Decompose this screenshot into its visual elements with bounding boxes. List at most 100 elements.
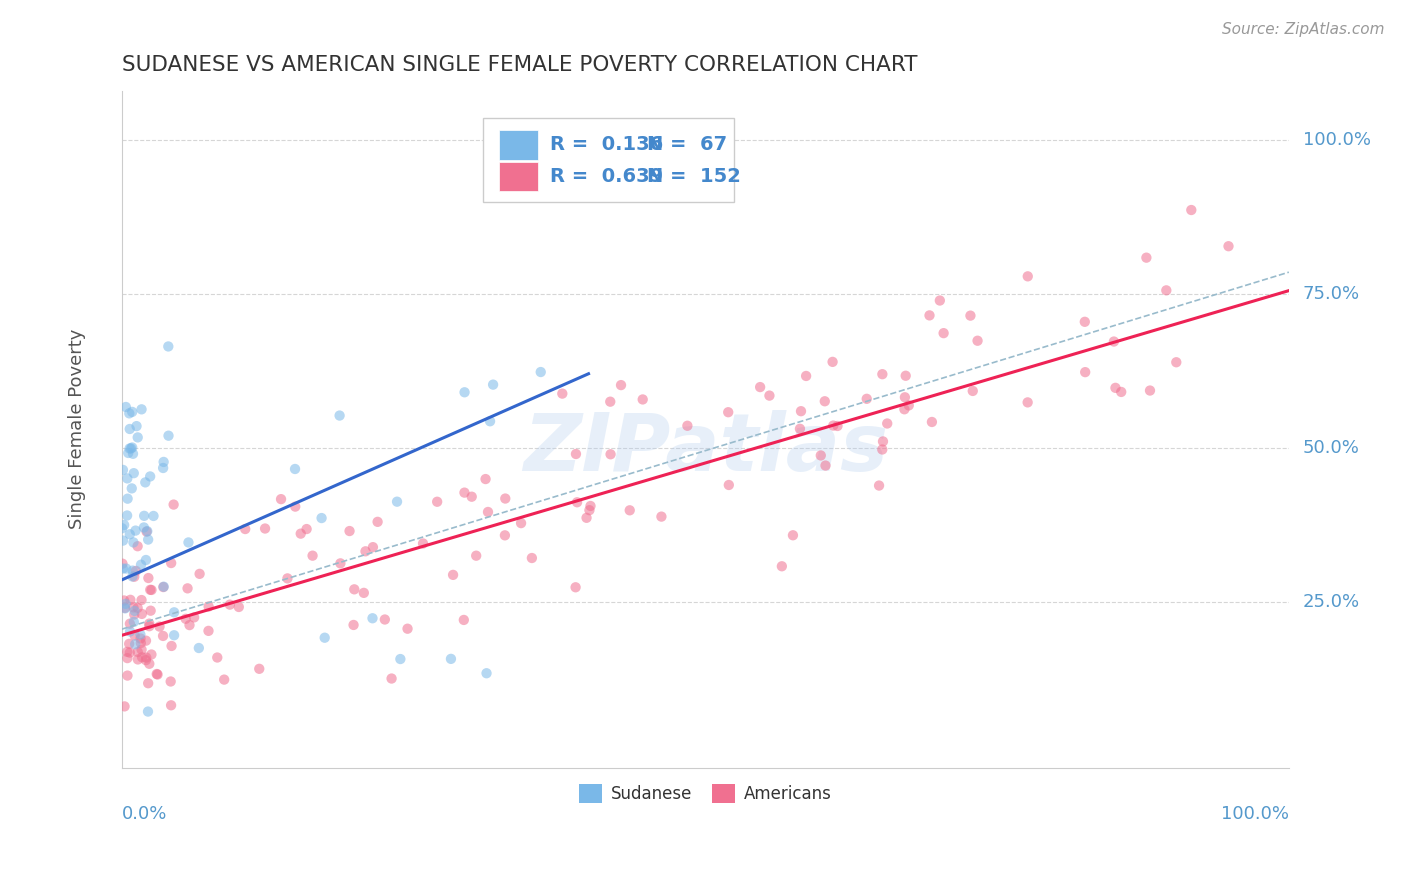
Point bbox=[893, 402, 915, 417]
Point bbox=[152, 455, 174, 469]
Point bbox=[1135, 251, 1157, 265]
Text: R =  0.639: R = 0.639 bbox=[550, 167, 664, 186]
Point bbox=[138, 571, 160, 585]
Point bbox=[179, 618, 201, 632]
Text: 50.0%: 50.0% bbox=[1303, 439, 1360, 457]
Point bbox=[131, 607, 153, 621]
Point bbox=[565, 447, 588, 461]
Point bbox=[782, 528, 804, 542]
Point bbox=[139, 469, 162, 483]
Point bbox=[1218, 239, 1240, 253]
Point bbox=[894, 368, 917, 383]
Point bbox=[564, 580, 586, 594]
Point bbox=[134, 508, 156, 523]
Point bbox=[131, 593, 153, 607]
Point bbox=[121, 569, 143, 583]
Point bbox=[619, 503, 641, 517]
Point bbox=[475, 666, 498, 681]
Point bbox=[122, 600, 145, 615]
Point bbox=[233, 522, 256, 536]
Point bbox=[148, 619, 170, 633]
Point bbox=[814, 458, 837, 473]
Text: 100.0%: 100.0% bbox=[1220, 805, 1289, 823]
Text: Source: ZipAtlas.com: Source: ZipAtlas.com bbox=[1222, 22, 1385, 37]
Point bbox=[111, 561, 134, 575]
Point bbox=[118, 442, 141, 456]
Point bbox=[118, 406, 141, 420]
Point bbox=[749, 380, 772, 394]
Point bbox=[125, 419, 148, 434]
Point bbox=[142, 508, 165, 523]
Point bbox=[770, 559, 793, 574]
Point bbox=[188, 566, 211, 581]
Point bbox=[465, 549, 488, 563]
Point bbox=[163, 605, 186, 619]
Point bbox=[1109, 384, 1132, 399]
Point bbox=[474, 472, 496, 486]
Point bbox=[115, 561, 138, 575]
Point bbox=[120, 592, 142, 607]
Point bbox=[453, 385, 475, 400]
Point bbox=[120, 442, 142, 456]
Point bbox=[174, 612, 197, 626]
Point bbox=[565, 495, 588, 509]
Point bbox=[254, 522, 277, 536]
Point bbox=[135, 650, 157, 665]
Point bbox=[152, 580, 174, 594]
Point bbox=[966, 334, 988, 348]
Point bbox=[183, 610, 205, 624]
Point bbox=[159, 674, 181, 689]
Point bbox=[530, 365, 553, 379]
Point bbox=[494, 528, 516, 542]
Point bbox=[578, 503, 600, 517]
Point bbox=[212, 673, 235, 687]
Point bbox=[122, 607, 145, 622]
Point bbox=[131, 642, 153, 657]
Point bbox=[132, 520, 155, 534]
Point bbox=[311, 511, 333, 525]
Point bbox=[145, 667, 167, 681]
Point bbox=[118, 616, 141, 631]
Point bbox=[284, 500, 307, 514]
Point bbox=[136, 533, 159, 547]
Point bbox=[1102, 334, 1125, 349]
Point bbox=[1180, 202, 1202, 217]
Point bbox=[114, 600, 136, 615]
Point bbox=[121, 564, 143, 578]
Point bbox=[758, 389, 780, 403]
Point bbox=[676, 418, 699, 433]
Point bbox=[162, 498, 184, 512]
Point bbox=[717, 478, 740, 492]
Point bbox=[868, 478, 890, 492]
Point bbox=[339, 524, 361, 538]
Point bbox=[510, 516, 533, 530]
Point bbox=[374, 613, 396, 627]
Point bbox=[160, 698, 183, 713]
Point bbox=[121, 441, 143, 455]
Text: 0.0%: 0.0% bbox=[122, 805, 167, 823]
Point bbox=[575, 511, 598, 525]
Point bbox=[932, 326, 955, 340]
Point bbox=[122, 447, 145, 461]
Point bbox=[152, 629, 174, 643]
Point bbox=[1166, 355, 1188, 369]
FancyBboxPatch shape bbox=[499, 161, 538, 192]
Point bbox=[125, 564, 148, 578]
Point bbox=[412, 536, 434, 550]
Point bbox=[139, 604, 162, 618]
Point bbox=[494, 491, 516, 506]
Point bbox=[959, 309, 981, 323]
Point bbox=[141, 648, 163, 662]
Point bbox=[396, 622, 419, 636]
Point bbox=[1074, 315, 1097, 329]
Point bbox=[197, 599, 219, 614]
Point bbox=[520, 551, 543, 566]
Point bbox=[218, 598, 240, 612]
Text: Single Female Poverty: Single Female Poverty bbox=[69, 329, 86, 529]
Point bbox=[482, 377, 505, 392]
Point bbox=[187, 640, 209, 655]
Point bbox=[290, 526, 312, 541]
Point bbox=[117, 651, 139, 665]
Point bbox=[921, 415, 943, 429]
Point bbox=[810, 449, 832, 463]
